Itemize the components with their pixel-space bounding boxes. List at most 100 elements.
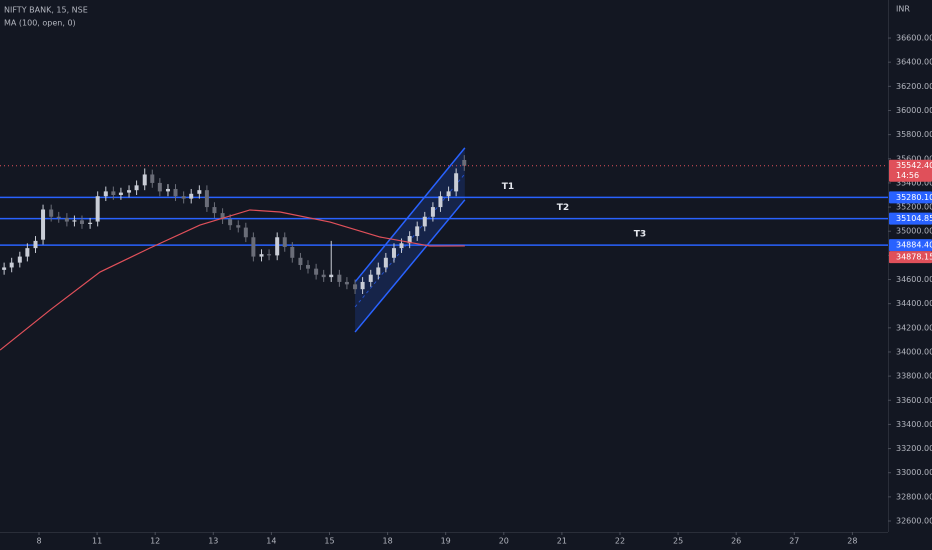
channel-upper (354, 147, 466, 283)
y-tick-label: 35600.00 (896, 154, 932, 163)
candle-body (236, 225, 241, 228)
x-tick-label: 26 (731, 537, 741, 546)
candle-body (337, 274, 342, 282)
candle-body (220, 213, 225, 220)
candle-body (127, 190, 132, 193)
candle-body (2, 267, 7, 270)
candle-body (181, 196, 186, 199)
candle-body (165, 188, 170, 192)
candle-body (376, 267, 381, 275)
candle-body (72, 220, 77, 222)
candle-body (275, 237, 280, 256)
y-tick-label: 34000.00 (896, 347, 932, 356)
x-tick-label: 20 (499, 537, 509, 546)
ma-price-box (889, 251, 932, 264)
level-price-box (889, 191, 932, 204)
candle-body (344, 281, 349, 285)
candle-body (298, 257, 303, 266)
level-price-box (889, 239, 932, 252)
candle-body (438, 196, 443, 208)
candle-body (17, 256, 22, 263)
candle-body (368, 274, 373, 282)
y-tick-label: 36400.00 (896, 58, 932, 67)
x-tick-label: 15 (324, 537, 334, 546)
candle-body (430, 207, 435, 217)
candle-body (142, 174, 147, 186)
x-tick-label: 8 (36, 537, 41, 546)
candle-body (383, 257, 388, 268)
x-tick-label: 25 (673, 537, 683, 546)
y-tick-label: 36200.00 (896, 82, 932, 91)
candle-body (197, 190, 202, 194)
level-price-label: 35104.85 (896, 214, 932, 223)
channel-lower (354, 199, 466, 333)
x-tick-label: 14 (266, 537, 276, 546)
x-tick-label: 28 (847, 537, 857, 546)
y-tick-label: 34400.00 (896, 299, 932, 308)
candle-body (314, 268, 319, 275)
ma-price-label: 34878.15 (896, 253, 932, 262)
candle-body (157, 182, 162, 192)
candle-body (259, 254, 264, 257)
candle-body (204, 190, 209, 208)
y-tick-label: 35800.00 (896, 130, 932, 139)
candle-body (49, 209, 54, 217)
candle-body (391, 248, 396, 258)
candle-body (41, 209, 46, 240)
level-price-label: 34884.40 (896, 241, 932, 250)
last-price-label: 14:56 (896, 171, 919, 180)
y-tick-label: 36000.00 (896, 106, 932, 115)
y-tick-label: 32600.00 (896, 517, 932, 526)
candle-body (64, 217, 69, 222)
candle-body (88, 222, 93, 224)
chart-title: NIFTY BANK, 15, NSE (4, 6, 88, 15)
candle-body (243, 227, 248, 238)
candle-body (251, 237, 256, 257)
x-tick-label: 19 (441, 537, 451, 546)
candle-body (353, 284, 358, 290)
candle-body (212, 207, 217, 214)
y-tick-label: 36600.00 (896, 34, 932, 43)
indicator-label: MA (100, open, 0) (4, 19, 76, 28)
level-price-label: 35280.10 (896, 193, 932, 202)
candle-body (189, 193, 194, 199)
candle-body (56, 216, 61, 218)
x-tick-label: 13 (208, 537, 218, 546)
x-tick-label: 22 (615, 537, 625, 546)
level-name: T3 (634, 230, 646, 240)
candle-body (462, 159, 467, 166)
candle-body (134, 185, 139, 191)
candle-body (33, 240, 38, 249)
y-tick-label: 35200.00 (896, 203, 932, 212)
level-name: T2 (557, 203, 569, 213)
y-tick-label: 33800.00 (896, 372, 932, 381)
candle-body (329, 274, 334, 278)
candle-body (399, 243, 404, 249)
candle-body (360, 281, 365, 290)
candle-body (118, 192, 123, 196)
candle-body (305, 265, 310, 269)
candle-body (407, 236, 412, 244)
candle-body (290, 246, 295, 258)
candle-body (321, 274, 326, 278)
candle-body (446, 191, 451, 197)
level-name: T1 (502, 182, 514, 192)
candle-body (267, 254, 272, 256)
currency-label: INR (896, 5, 910, 14)
candle-body (103, 191, 108, 197)
level-price-box (889, 212, 932, 225)
ma-line (0, 209, 465, 351)
candle-body (111, 191, 116, 196)
y-tick-label: 33400.00 (896, 420, 932, 429)
x-tick-label: 21 (557, 537, 567, 546)
candle-body (173, 188, 178, 197)
y-tick-label: 32800.00 (896, 492, 932, 501)
y-tick-label: 34200.00 (896, 323, 932, 332)
x-tick-label: 27 (789, 537, 799, 546)
candle-body (228, 219, 233, 226)
x-tick-label: 18 (382, 537, 392, 546)
candle-body (422, 216, 427, 227)
candle-body (79, 220, 84, 224)
